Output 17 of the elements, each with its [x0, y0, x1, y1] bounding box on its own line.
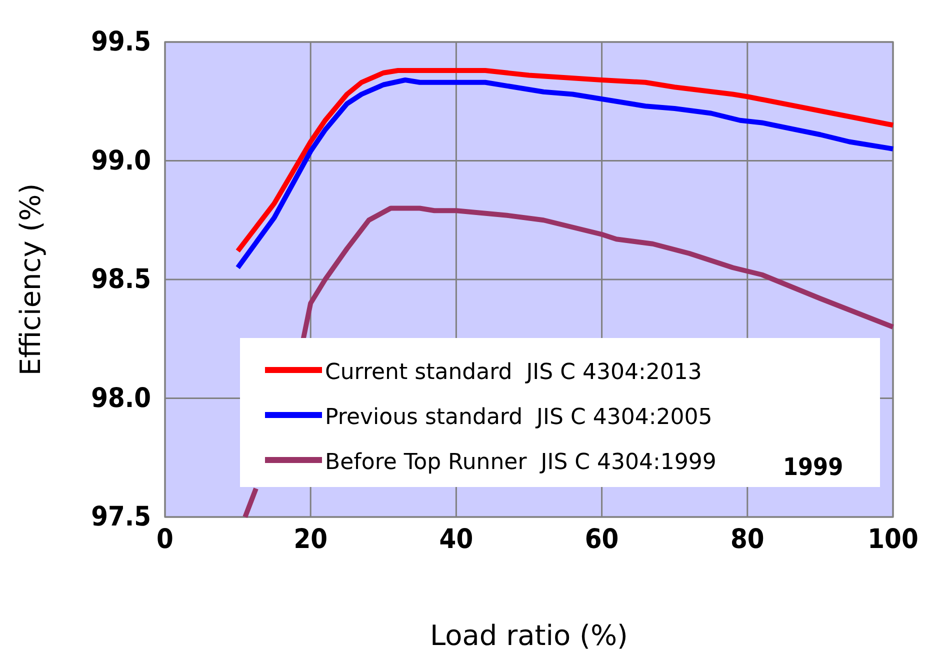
x-tick-label: 0 [156, 524, 174, 556]
y-tick-label: 99.5 [91, 26, 151, 58]
y-tick-label: 98.5 [91, 264, 151, 296]
x-tick-label: 40 [439, 524, 474, 556]
x-axis-title: Load ratio (%) [430, 619, 628, 652]
x-tick-label: 80 [730, 524, 764, 556]
y-tick-label: 97.5 [91, 502, 151, 533]
x-tick-label: 60 [584, 524, 619, 556]
y-axis-title: Efficiency (%) [14, 183, 47, 376]
legend-label: Before Top Runner JIS C 4304:1999 [325, 450, 716, 475]
y-tick-label: 98.0 [91, 382, 151, 414]
x-tick-label: 100 [868, 524, 918, 556]
legend-label: Current standard JIS C 4304:2013 [325, 360, 702, 385]
annotation: 1999 [783, 453, 844, 481]
x-tick-label: 20 [294, 524, 328, 556]
y-tick-label: 99.0 [91, 145, 151, 176]
legend-label: Previous standard JIS C 4304:2005 [325, 405, 712, 430]
